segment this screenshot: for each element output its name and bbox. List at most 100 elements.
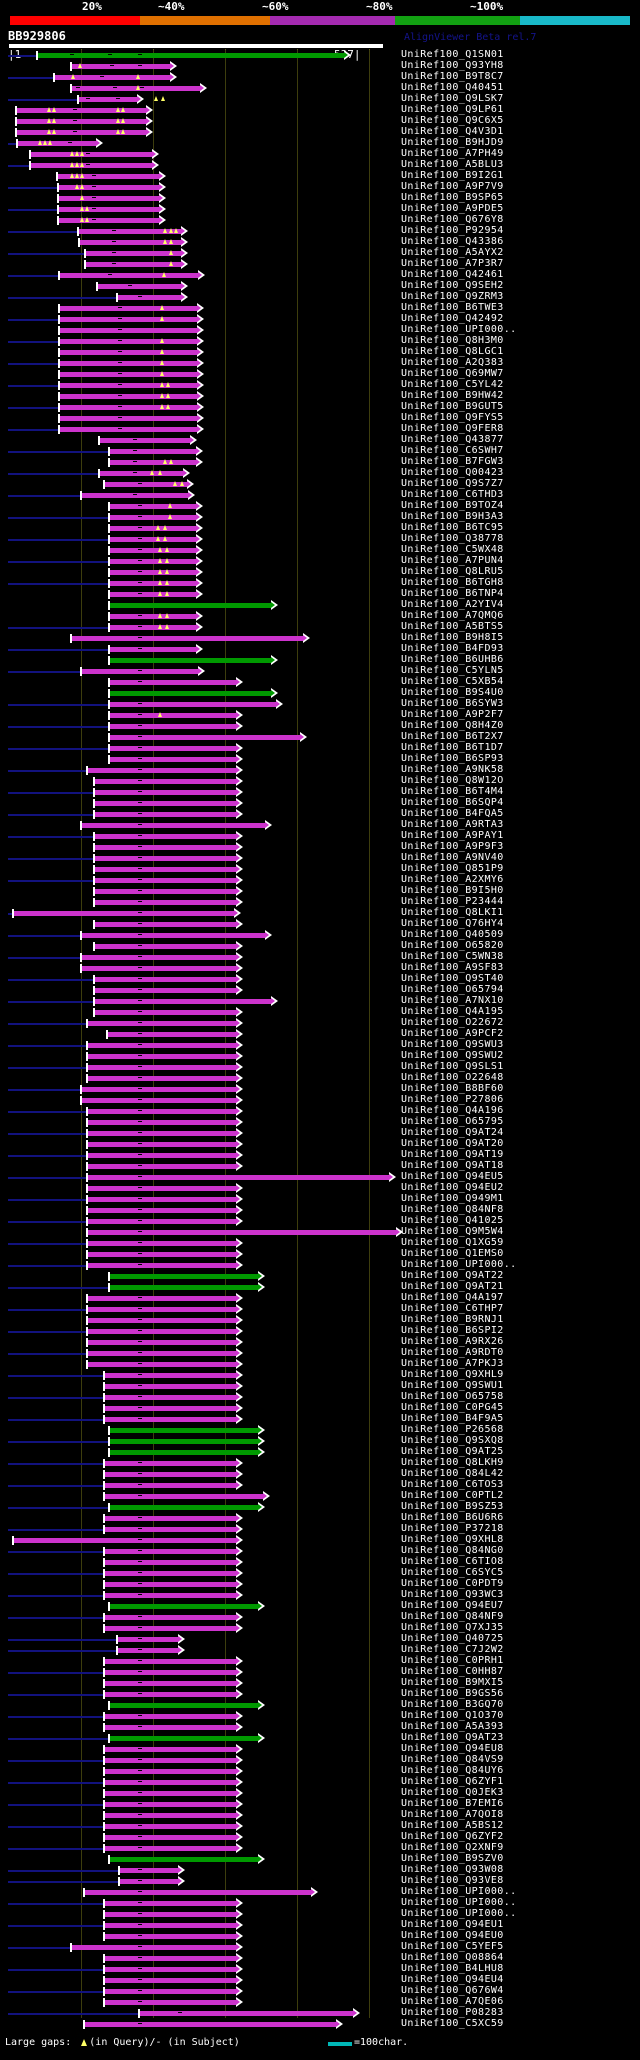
hit-row[interactable]: UniRef100_O22648 — [0, 1072, 640, 1084]
hit-row[interactable]: UniRef100_Q8H3M0 — [0, 335, 640, 347]
hit-label[interactable]: UniRef100_Q9XHL8 — [401, 1534, 504, 1545]
hsp-bar[interactable] — [58, 317, 197, 322]
hit-row[interactable]: UniRef100_C0HH87 — [0, 1666, 640, 1678]
hit-label[interactable]: UniRef100_Q851P9 — [401, 863, 504, 874]
hsp-bar[interactable] — [93, 812, 236, 817]
hit-label[interactable]: UniRef100_C6THP7 — [401, 1303, 504, 1314]
hit-row[interactable]: UniRef100_Q9AT23 — [0, 1732, 640, 1744]
hit-label[interactable]: UniRef100_Q0JEK3 — [401, 1787, 504, 1798]
hsp-bar[interactable] — [80, 493, 188, 498]
hit-label[interactable]: UniRef100_Q9SLS1 — [401, 1061, 504, 1072]
hit-row[interactable]: UniRef100_A7PUN4 — [0, 555, 640, 567]
hsp-bar[interactable] — [108, 603, 271, 608]
hit-label[interactable]: UniRef100_Q94EU1 — [401, 1919, 504, 1930]
hit-row[interactable]: UniRef100_B6TWE3 — [0, 302, 640, 314]
hsp-bar[interactable] — [108, 691, 271, 696]
hit-label[interactable]: UniRef100_Q9SWU3 — [401, 1039, 504, 1050]
hsp-bar[interactable] — [15, 108, 146, 113]
hsp-bar[interactable] — [86, 1109, 236, 1114]
hsp-bar[interactable] — [103, 1934, 236, 1939]
hit-row[interactable]: UniRef100_Q676Y8 — [0, 214, 640, 226]
hit-row[interactable]: UniRef100_Q8H4Z0 — [0, 720, 640, 732]
hit-row[interactable]: UniRef100_B9S4U0 — [0, 687, 640, 699]
hit-label[interactable]: UniRef100_B6TWE3 — [401, 302, 504, 313]
hit-label[interactable]: UniRef100_Q9AT23 — [401, 1732, 504, 1743]
hit-label[interactable]: UniRef100_Q9AT19 — [401, 1149, 504, 1160]
hit-label[interactable]: UniRef100_Q8LKH9 — [401, 1457, 504, 1468]
hsp-bar[interactable] — [103, 1747, 236, 1752]
hit-label[interactable]: UniRef100_Q94EU0 — [401, 1930, 504, 1941]
hit-label[interactable]: UniRef100_P92954 — [401, 225, 504, 236]
hit-label[interactable]: UniRef100_UPI000.. — [401, 1897, 517, 1908]
hit-row[interactable]: UniRef100_B8BF60 — [0, 1083, 640, 1095]
hit-row[interactable]: UniRef100_A9P7V9 — [0, 181, 640, 193]
hit-row[interactable]: UniRef100_B6SYW3 — [0, 698, 640, 710]
hit-label[interactable]: UniRef100_Q94EU8 — [401, 1743, 504, 1754]
hit-row[interactable]: UniRef100_A9PDE5 — [0, 203, 640, 215]
hit-row[interactable]: UniRef100_O65794 — [0, 984, 640, 996]
hsp-bar[interactable] — [108, 548, 196, 553]
hsp-bar[interactable] — [86, 1054, 236, 1059]
hit-label[interactable]: UniRef100_Q4A195 — [401, 1006, 504, 1017]
hit-label[interactable]: UniRef100_Q43386 — [401, 236, 504, 247]
hit-label[interactable]: UniRef100_A9RDT0 — [401, 1347, 504, 1358]
hit-row[interactable]: UniRef100_A7PH49 — [0, 148, 640, 160]
hit-label[interactable]: UniRef100_B9T8C7 — [401, 71, 504, 82]
hit-row[interactable]: UniRef100_Q1XG59 — [0, 1237, 640, 1249]
hit-label[interactable]: UniRef100_C0PDT9 — [401, 1578, 504, 1589]
hsp-bar[interactable] — [86, 1065, 236, 1070]
hit-row[interactable]: UniRef100_Q9SWU3 — [0, 1039, 640, 1051]
hit-row[interactable]: UniRef100_Q9ST40 — [0, 973, 640, 985]
hsp-bar[interactable] — [83, 1890, 311, 1895]
hit-row[interactable]: UniRef100_Q676W4 — [0, 1985, 640, 1997]
hsp-bar[interactable] — [12, 911, 234, 916]
hit-row[interactable]: UniRef100_O65820 — [0, 940, 640, 952]
hsp-bar[interactable] — [93, 922, 236, 927]
hit-label[interactable]: UniRef100_B9H8I5 — [401, 632, 504, 643]
hit-row[interactable]: UniRef100_UPI000.. — [0, 324, 640, 336]
hit-row[interactable]: UniRef100_B6TC95 — [0, 522, 640, 534]
hit-label[interactable]: UniRef100_B9SP65 — [401, 192, 504, 203]
hit-label[interactable]: UniRef100_P08283 — [401, 2007, 504, 2018]
hsp-bar[interactable] — [83, 2022, 336, 2027]
hsp-bar[interactable] — [108, 537, 196, 542]
hit-label[interactable]: UniRef100_Q6ZYF1 — [401, 1776, 504, 1787]
hsp-bar[interactable] — [103, 1670, 236, 1675]
hit-row[interactable]: UniRef100_Q851P9 — [0, 863, 640, 875]
hit-label[interactable]: UniRef100_B4F9A5 — [401, 1413, 504, 1424]
hit-label[interactable]: UniRef100_Q9SWU1 — [401, 1380, 504, 1391]
hit-label[interactable]: UniRef100_C0PRH1 — [401, 1655, 504, 1666]
hsp-bar[interactable] — [103, 1626, 236, 1631]
hit-row[interactable]: UniRef100_Q9FYS5 — [0, 412, 640, 424]
hit-label[interactable]: UniRef100_Q94EU5 — [401, 1171, 504, 1182]
hsp-bar[interactable] — [15, 119, 146, 124]
hsp-bar[interactable] — [86, 1208, 236, 1213]
hit-row[interactable]: UniRef100_Q69MW7 — [0, 368, 640, 380]
hsp-bar[interactable] — [93, 988, 236, 993]
hit-label[interactable]: UniRef100_B9HJD9 — [401, 137, 504, 148]
hit-label[interactable]: UniRef100_Q1SN01 — [401, 49, 504, 60]
hsp-bar[interactable] — [138, 2011, 353, 2016]
hsp-bar[interactable] — [108, 592, 196, 597]
hit-row[interactable]: UniRef100_B9SP65 — [0, 192, 640, 204]
hit-label[interactable]: UniRef100_Q94EU7 — [401, 1600, 504, 1611]
hit-row[interactable]: UniRef100_Q9M5W4 — [0, 1226, 640, 1238]
hsp-bar[interactable] — [86, 1362, 236, 1367]
hit-label[interactable]: UniRef100_Q40725 — [401, 1633, 504, 1644]
hit-label[interactable]: UniRef100_A9RTA3 — [401, 819, 504, 830]
hit-row[interactable]: UniRef100_Q9AT18 — [0, 1160, 640, 1172]
hit-label[interactable]: UniRef100_C6THD3 — [401, 489, 504, 500]
hit-label[interactable]: UniRef100_A7QE06 — [401, 1996, 504, 2007]
hit-label[interactable]: UniRef100_B9SZV0 — [401, 1853, 504, 1864]
hit-row[interactable]: UniRef100_Q84L42 — [0, 1468, 640, 1480]
hit-row[interactable]: UniRef100_Q8LKI1 — [0, 907, 640, 919]
hit-row[interactable]: UniRef100_Q9SLS1 — [0, 1061, 640, 1073]
hit-label[interactable]: UniRef100_Q42461 — [401, 269, 504, 280]
hit-label[interactable]: UniRef100_Q41025 — [401, 1215, 504, 1226]
hsp-bar[interactable] — [77, 229, 181, 234]
hit-row[interactable]: UniRef100_Q84NF8 — [0, 1204, 640, 1216]
hit-row[interactable]: UniRef100_C6TOS3 — [0, 1479, 640, 1491]
hit-row[interactable]: UniRef100_Q41025 — [0, 1215, 640, 1227]
hit-label[interactable]: UniRef100_Q9XHL9 — [401, 1369, 504, 1380]
hsp-bar[interactable] — [86, 1175, 389, 1180]
